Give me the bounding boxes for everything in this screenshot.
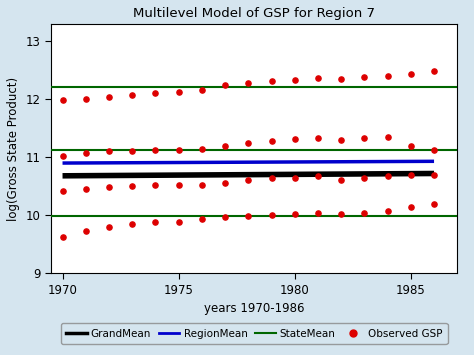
Point [314,173,322,179]
Point [198,217,206,222]
Point [337,137,345,143]
X-axis label: years 1970-1986: years 1970-1986 [204,302,304,315]
Point [314,135,322,140]
Point [82,150,90,155]
Point [337,211,345,217]
Point [175,89,182,94]
Point [128,149,136,154]
Point [128,92,136,98]
Point [152,182,159,188]
Point [59,98,66,103]
Point [337,178,345,183]
Point [245,213,252,219]
Point [291,211,299,217]
Point [291,77,299,82]
Point [105,185,113,190]
Point [221,143,229,149]
Y-axis label: log(Gross State Product): log(Gross State Product) [7,76,20,220]
Point [105,149,113,154]
Point [314,76,322,81]
Point [291,175,299,180]
Point [384,173,392,179]
Title: Multilevel Model of GSP for Region 7: Multilevel Model of GSP for Region 7 [133,7,375,20]
Point [198,146,206,151]
Point [175,219,182,225]
Point [82,229,90,234]
Legend: GrandMean, RegionMean, StateMean, Observed GSP: GrandMean, RegionMean, StateMean, Observ… [61,323,447,344]
Point [384,73,392,79]
Point [59,234,66,240]
Point [384,208,392,213]
Point [82,97,90,102]
Point [361,210,368,216]
Point [384,134,392,140]
Point [82,186,90,192]
Point [245,141,252,146]
Point [221,180,229,186]
Point [361,175,368,181]
Point [198,87,206,93]
Point [152,219,159,225]
Point [59,188,66,194]
Point [175,182,182,188]
Point [105,224,113,230]
Point [430,172,438,178]
Point [430,147,438,153]
Point [268,212,275,218]
Point [268,138,275,144]
Point [314,210,322,216]
Point [245,178,252,183]
Point [430,201,438,207]
Point [291,136,299,142]
Point [268,78,275,83]
Point [361,75,368,80]
Point [337,76,345,82]
Point [105,94,113,100]
Point [268,175,275,180]
Point [198,182,206,187]
Point [430,69,438,74]
Point [128,221,136,227]
Point [175,147,182,153]
Point [221,82,229,88]
Point [128,184,136,189]
Point [407,172,415,178]
Point [152,91,159,96]
Point [221,214,229,220]
Point [152,147,159,153]
Point [245,80,252,86]
Point [59,153,66,158]
Point [407,71,415,77]
Point [361,135,368,141]
Point [407,204,415,210]
Point [407,143,415,148]
